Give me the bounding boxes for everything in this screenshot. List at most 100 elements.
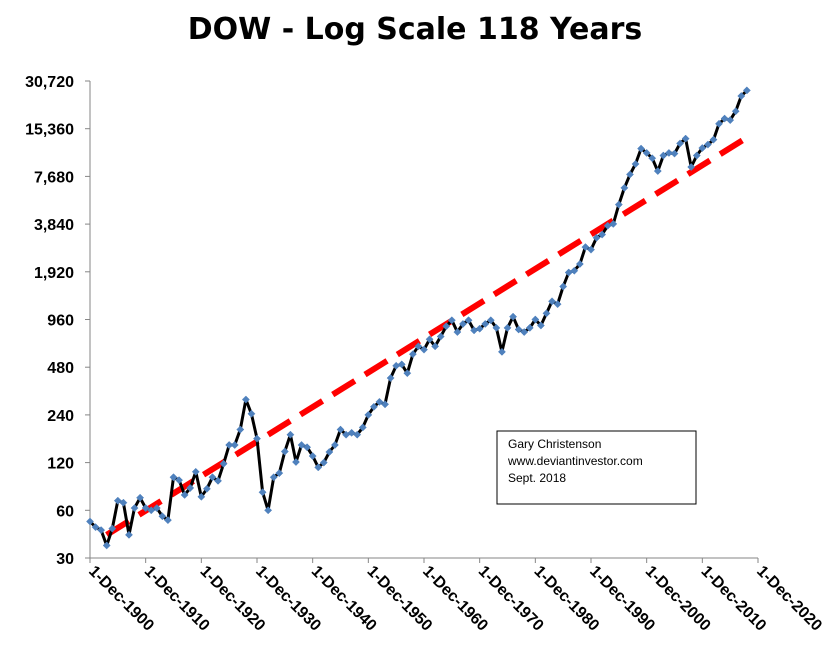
data-point-marker xyxy=(303,443,312,452)
data-point-marker xyxy=(737,92,746,100)
data-point-marker xyxy=(453,328,462,337)
data-point-marker xyxy=(186,484,195,492)
data-point-marker xyxy=(230,441,239,449)
data-point-marker xyxy=(236,425,245,434)
data-point-marker xyxy=(581,243,590,252)
data-point-marker xyxy=(659,151,668,160)
data-point-marker xyxy=(130,504,139,512)
data-point-marker xyxy=(219,459,228,468)
data-point-marker xyxy=(336,425,345,434)
data-point-marker xyxy=(676,139,685,148)
data-point-marker xyxy=(180,490,189,499)
data-point-marker xyxy=(113,496,122,505)
data-point-marker xyxy=(486,316,495,325)
data-point-marker xyxy=(258,488,267,497)
data-point-marker xyxy=(264,506,273,515)
y-tick-label: 960 xyxy=(47,313,74,330)
data-point-marker xyxy=(626,170,634,179)
data-point-marker xyxy=(364,410,373,419)
data-point-marker xyxy=(86,517,94,526)
data-point-marker xyxy=(108,524,117,533)
data-point-marker xyxy=(308,452,317,460)
data-point-marker xyxy=(158,512,167,521)
data-point-marker xyxy=(631,160,640,168)
data-point-marker xyxy=(481,319,490,328)
trend-line xyxy=(105,135,749,538)
data-point-marker xyxy=(319,458,328,467)
attribution-line: www.deviantinvestor.com xyxy=(507,454,643,468)
trend-line-layer xyxy=(105,135,749,538)
data-point-marker xyxy=(559,282,568,291)
data-point-marker xyxy=(97,526,106,535)
data-point-marker xyxy=(269,473,278,482)
data-point-marker xyxy=(375,397,384,406)
data-point-marker xyxy=(119,498,128,507)
data-point-marker xyxy=(614,200,623,209)
data-point-marker xyxy=(447,316,456,325)
data-point-marker xyxy=(670,149,679,158)
data-point-marker xyxy=(91,523,100,532)
data-point-marker xyxy=(297,441,306,449)
data-point-marker xyxy=(136,493,145,502)
data-point-marker xyxy=(464,316,473,325)
data-point-marker xyxy=(731,107,740,116)
data-point-marker xyxy=(431,342,440,351)
y-tick-label: 240 xyxy=(47,408,74,425)
data-point-marker xyxy=(275,469,284,478)
data-point-marker xyxy=(414,342,423,351)
y-tick-label: 30 xyxy=(56,551,74,568)
axes: 30 60 120 240 480 960 1,920 3,840 7,680 15,360 30,… xyxy=(25,74,825,635)
data-point-marker xyxy=(592,233,601,242)
data-point-marker xyxy=(542,309,551,318)
data-point-marker xyxy=(253,434,261,443)
y-tick-label: 480 xyxy=(47,360,74,377)
data-point-marker xyxy=(241,395,250,404)
data-point-marker xyxy=(553,300,562,309)
data-point-marker xyxy=(330,441,339,449)
data-point-marker xyxy=(503,323,512,332)
data-point-marker xyxy=(681,134,690,143)
data-point-marker xyxy=(664,148,673,157)
data-point-marker xyxy=(525,323,534,332)
data-point-marker xyxy=(353,430,362,439)
data-point-marker xyxy=(575,260,584,268)
data-point-marker xyxy=(358,423,367,432)
data-point-marker xyxy=(587,245,595,254)
attribution-box: Gary Christenson www.deviantinvestor.com S… xyxy=(496,430,697,505)
y-tick-label: 60 xyxy=(56,503,74,520)
data-point-marker xyxy=(520,328,529,337)
data-point-marker xyxy=(715,119,723,128)
y-tick-label: 15,360 xyxy=(25,122,74,139)
data-point-marker xyxy=(492,323,501,332)
data-point-marker xyxy=(386,374,395,383)
data-point-marker xyxy=(692,151,701,160)
data-point-marker xyxy=(698,144,707,152)
data-point-marker xyxy=(169,473,178,482)
data-point-marker xyxy=(314,463,323,472)
data-point-marker xyxy=(642,148,651,157)
data-point-marker xyxy=(152,504,161,512)
data-point-marker xyxy=(653,167,662,176)
data-point-marker xyxy=(637,144,646,153)
data-point-marker xyxy=(325,448,334,456)
data-point-marker xyxy=(403,369,412,378)
data-point-marker xyxy=(147,506,156,515)
data-point-marker xyxy=(536,321,545,330)
data-point-marker xyxy=(726,116,735,125)
data-point-marker xyxy=(548,297,556,306)
attribution-line: Gary Christenson xyxy=(508,437,601,451)
y-tick-label: 7,680 xyxy=(34,169,74,186)
data-point-marker xyxy=(202,484,211,493)
attribution-line: Sept. 2018 xyxy=(508,471,566,485)
y-tick-label: 30,720 xyxy=(25,74,74,91)
data-point-marker xyxy=(720,114,729,123)
data-point-marker xyxy=(509,312,518,321)
data-point-marker xyxy=(163,516,172,525)
data-point-marker xyxy=(425,335,434,344)
data-point-marker xyxy=(247,409,256,418)
data-point-marker xyxy=(286,430,295,439)
data-point-marker xyxy=(531,315,540,324)
data-point-marker xyxy=(648,154,657,163)
data-point-marker xyxy=(397,360,406,369)
